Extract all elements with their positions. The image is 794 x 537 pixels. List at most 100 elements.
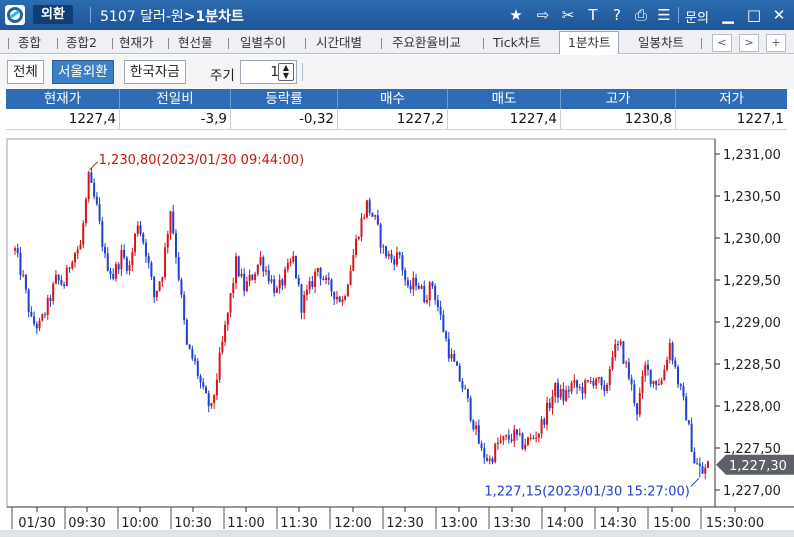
tab-by-time[interactable]: 시간대별 (316, 35, 363, 50)
candle-body (355, 239, 358, 256)
candle-body (502, 436, 505, 441)
tab-1min-chart[interactable]: 1분차트 (559, 31, 620, 54)
candle-body (581, 387, 584, 394)
period-value[interactable]: 1 (270, 64, 279, 80)
y-tick-label: 1,228,50 (723, 358, 781, 373)
inquiry-button[interactable]: 문의 (685, 11, 709, 26)
filter-all-button[interactable]: 전체 (7, 60, 44, 84)
candle-body (237, 256, 240, 277)
candle-body (385, 246, 388, 257)
tab-daily-trend[interactable]: 일별추이 (240, 35, 287, 50)
candle-body (35, 323, 38, 329)
x-tick-label: 09:30 (68, 516, 105, 531)
candle-body (41, 314, 44, 321)
list-icon[interactable]: ☰ (657, 6, 671, 24)
candle-body (295, 255, 298, 279)
candle-body (524, 444, 527, 449)
tab-summary2[interactable]: 종합2 (66, 35, 97, 50)
candle-body (349, 270, 352, 285)
candle-body (76, 249, 79, 254)
candle-body (204, 386, 207, 394)
tab-daily-chart[interactable]: 일봉차트 (638, 35, 685, 50)
period-stepper[interactable]: 1 ▲ ▼ (240, 60, 297, 84)
candle-body (365, 200, 368, 218)
tab-current-price[interactable]: 현재가 (119, 35, 154, 50)
candle-body (49, 298, 52, 301)
candle-body (357, 236, 360, 240)
candle-body (655, 380, 658, 385)
candle-body (14, 248, 16, 251)
quote-value: 1230,8 (561, 109, 676, 129)
chart-scrollbar[interactable] (0, 530, 794, 537)
candle-body (144, 242, 147, 257)
candle-body (576, 380, 579, 388)
star-icon[interactable]: ★ (509, 6, 523, 24)
tab-next-button[interactable]: > (739, 34, 759, 52)
candle-body (142, 233, 145, 243)
last-price-label: 1,227,30 (729, 459, 787, 474)
candle-body (183, 294, 186, 320)
filter-korea-money-button[interactable]: 한국자금 (124, 60, 186, 84)
candle-body (335, 296, 338, 300)
quote-header: 현재가 (6, 89, 120, 109)
candle-body (33, 316, 36, 324)
export-icon[interactable]: ⇨ (536, 6, 550, 24)
tools-icon[interactable]: ✂ (561, 6, 575, 24)
close-icon[interactable]: ✕ (772, 6, 786, 24)
candle-body (136, 225, 139, 234)
plot-area (6, 138, 716, 508)
y-tick-label: 1,231,00 (723, 148, 781, 163)
font-icon[interactable]: T (588, 6, 598, 24)
candle-body (74, 253, 77, 263)
title-divider (90, 7, 91, 23)
maximize-icon[interactable]: □ (746, 6, 762, 24)
print-icon[interactable]: ⎙ (634, 6, 647, 24)
candle-body (420, 286, 423, 289)
quote-header: 매도 (448, 89, 561, 109)
last-price-tag (716, 454, 794, 475)
candle-body (701, 466, 704, 474)
candle-body (625, 362, 628, 364)
candle-body (245, 281, 248, 292)
candle-body (221, 341, 224, 353)
filter-seoul-fx-button[interactable]: 서울외환 (52, 60, 114, 84)
candle-body (106, 253, 109, 271)
candle-body (608, 368, 611, 385)
candle-body (671, 342, 674, 361)
minimize-icon[interactable]: ▁ (722, 6, 734, 24)
candle-body (292, 255, 295, 262)
candle-body (371, 212, 374, 217)
tab-separator (57, 38, 58, 49)
candle-body (194, 358, 197, 361)
candle-body (562, 389, 565, 401)
candle-body (188, 344, 191, 349)
candle-body (668, 342, 671, 360)
candle-body (395, 252, 398, 265)
tab-summary[interactable]: 종합 (18, 35, 42, 50)
candle-body (191, 348, 194, 359)
candle-body (87, 172, 90, 200)
candle-body (79, 244, 82, 250)
candle-body (256, 264, 259, 275)
candle-body (526, 437, 529, 445)
price-chart[interactable]: 1,231,00 1,230,50 1,230,00 1,229,50 1,229,00… (0, 137, 794, 537)
candle-body (57, 274, 60, 281)
low-annotation: 1,227,15(2023/01/30 15:27:00) (484, 484, 689, 499)
x-tick-label: 11:30 (280, 516, 317, 531)
tab-add-button[interactable]: + (766, 34, 786, 52)
candle-body (486, 457, 489, 461)
tab-major-rates[interactable]: 주요환율비교 (392, 35, 462, 50)
candle-body (128, 265, 131, 271)
x-tick-label: 14:00 (546, 516, 583, 531)
tab-tick-chart[interactable]: Tick차트 (493, 35, 541, 50)
tab-separator (381, 38, 382, 49)
candle-body (330, 279, 333, 292)
candle-body (556, 382, 559, 398)
tab-prev-button[interactable]: < (712, 34, 732, 52)
tab-spot-futures[interactable]: 현선물 (178, 35, 213, 50)
help-icon[interactable]: ? (613, 6, 621, 24)
candle-body (352, 255, 355, 271)
candle-body (578, 387, 581, 389)
period-spin-icon[interactable]: ▲ ▼ (278, 63, 294, 81)
candle-body (445, 331, 448, 339)
